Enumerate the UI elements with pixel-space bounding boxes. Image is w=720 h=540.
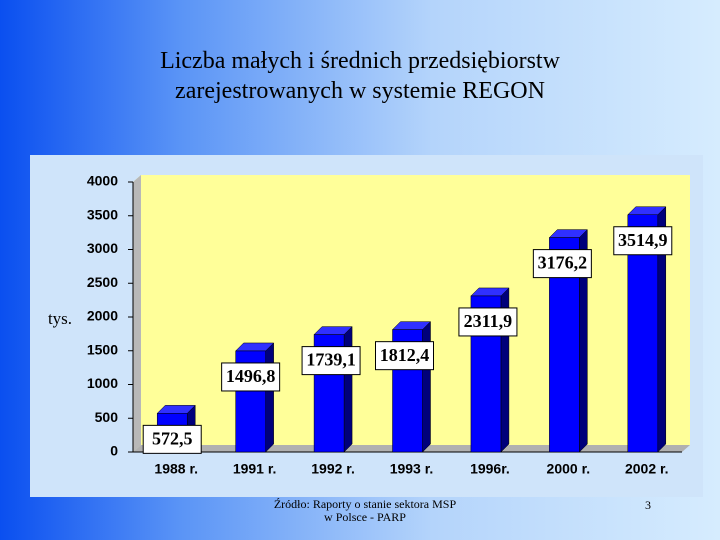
y-tick-label: 500 bbox=[95, 409, 119, 425]
value-label: 3514,9 bbox=[618, 230, 668, 250]
value-label: 1739,1 bbox=[306, 350, 356, 370]
y-tick-label: 1500 bbox=[87, 341, 118, 357]
y-tick-label: 2500 bbox=[87, 274, 118, 290]
chart-title: Liczba małych i średnich przedsiębiorstw… bbox=[160, 48, 560, 104]
value-label-box bbox=[301, 346, 361, 376]
y-axis-label: tys. bbox=[48, 309, 72, 328]
page-number: 3 bbox=[645, 498, 651, 512]
value-label-box bbox=[142, 424, 202, 454]
y-tick-label: 0 bbox=[110, 443, 118, 459]
source-note: Źródło: Raporty o stanie sektora MSP w P… bbox=[273, 497, 457, 524]
x-tick-label: 2000 r. bbox=[547, 461, 591, 477]
y-tick-label: 4000 bbox=[87, 173, 118, 189]
value-label: 3176,2 bbox=[538, 253, 588, 273]
value-label: 1812,4 bbox=[380, 345, 430, 365]
x-tick-label: 2002 r. bbox=[625, 461, 669, 477]
y-tick-label: 3000 bbox=[87, 240, 118, 256]
value-label-box bbox=[221, 362, 281, 392]
value-label-box bbox=[613, 226, 673, 256]
x-tick-label: 1991 r. bbox=[233, 461, 277, 477]
side-wall bbox=[133, 175, 141, 452]
value-label: 2311,9 bbox=[464, 311, 513, 331]
value-label-box bbox=[458, 307, 518, 337]
value-label-box bbox=[375, 341, 434, 371]
bar-side bbox=[343, 326, 353, 453]
x-tick-label: 1988 r. bbox=[154, 461, 198, 477]
value-label: 1496,8 bbox=[226, 366, 276, 386]
value-label: 572,5 bbox=[152, 428, 193, 448]
x-tick-label: 1992 r. bbox=[311, 461, 355, 477]
x-tick-label: 1996r. bbox=[470, 461, 510, 477]
y-tick-label: 2000 bbox=[87, 308, 118, 324]
value-label-box bbox=[532, 249, 592, 279]
y-tick-label: 1000 bbox=[87, 375, 118, 391]
y-tick-label: 3500 bbox=[87, 206, 118, 222]
bar-side bbox=[265, 342, 274, 453]
x-tick-label: 1993 r. bbox=[390, 461, 434, 477]
